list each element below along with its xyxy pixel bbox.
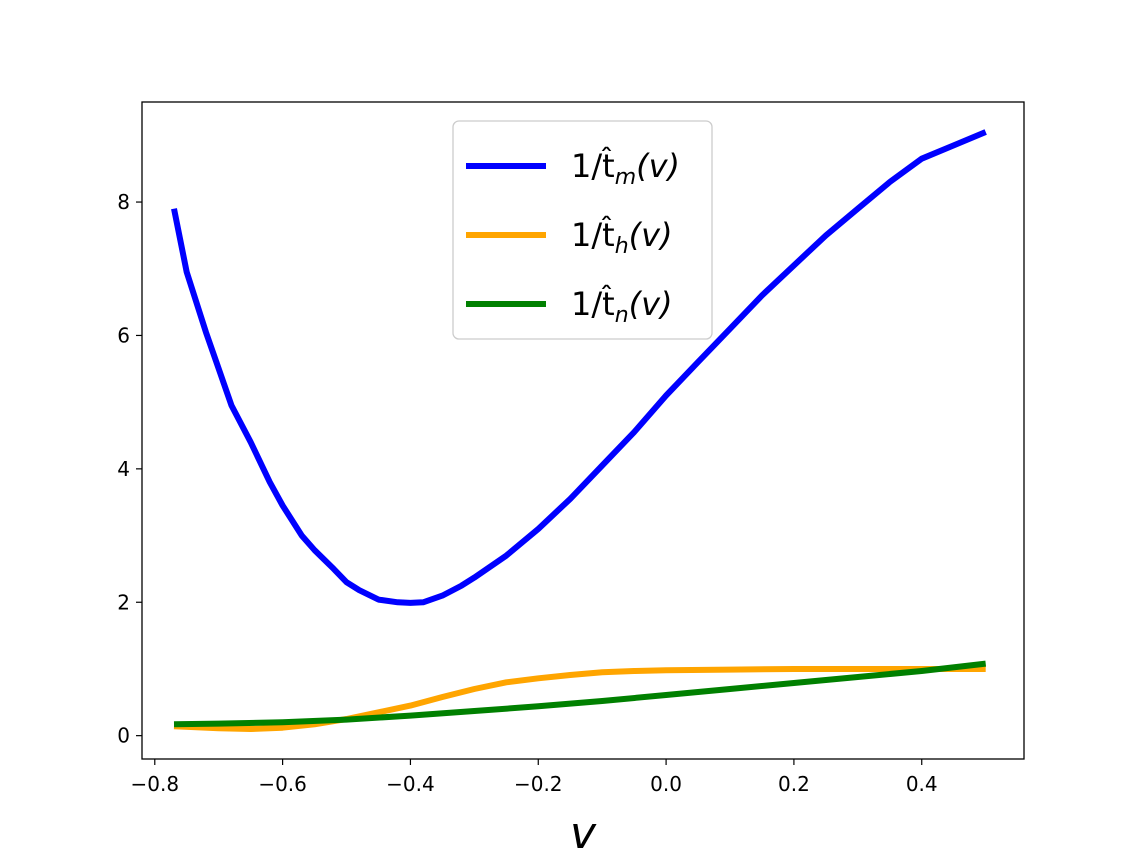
x-axis-ticks: −0.8 −0.6 −0.4 −0.2 0.0 0.2 0.4 bbox=[130, 759, 938, 796]
x-axis-label: v bbox=[570, 808, 597, 852]
series-line-n bbox=[173, 660, 987, 728]
legend-label-base: 1/t̂ bbox=[571, 216, 615, 254]
legend-label-subscript: h bbox=[615, 234, 629, 259]
legend-label-tail: (v) bbox=[636, 147, 680, 185]
legend-label-subscript: m bbox=[615, 165, 636, 190]
y-tick-label: 2 bbox=[117, 590, 130, 614]
series-layer bbox=[171, 129, 987, 732]
x-tick-label: −0.4 bbox=[386, 772, 435, 796]
legend-label-h: 1/t̂h(v) bbox=[571, 216, 673, 259]
x-tick-label: 0.0 bbox=[650, 772, 682, 796]
legend: 1/t̂m(v)1/t̂h(v)1/t̂n(v) bbox=[452, 120, 713, 340]
series-line-m bbox=[171, 129, 987, 606]
legend-label-tail: (v) bbox=[629, 285, 673, 323]
plot-frame bbox=[141, 101, 1025, 760]
y-tick-label: 4 bbox=[117, 457, 130, 481]
x-tick-label: 0.2 bbox=[778, 772, 810, 796]
legend-label-m: 1/t̂m(v) bbox=[571, 147, 680, 190]
x-tick-label: 0.4 bbox=[906, 772, 938, 796]
series-line-h bbox=[173, 666, 986, 732]
legend-label-subscript: n bbox=[615, 303, 629, 328]
x-tick-label: −0.8 bbox=[130, 772, 179, 796]
legend-label-base: 1/t̂ bbox=[571, 285, 615, 323]
y-tick-label: 0 bbox=[117, 724, 130, 748]
legend-box bbox=[452, 120, 713, 340]
legend-label-tail: (v) bbox=[629, 216, 673, 254]
y-tick-label: 6 bbox=[117, 323, 130, 347]
y-tick-label: 8 bbox=[117, 190, 130, 214]
y-axis-ticks: 0 2 4 6 8 bbox=[117, 190, 142, 748]
legend-label-n: 1/t̂n(v) bbox=[571, 285, 673, 328]
legend-label-base: 1/t̂ bbox=[571, 147, 615, 185]
x-tick-label: −0.2 bbox=[514, 772, 563, 796]
x-tick-label: −0.6 bbox=[258, 772, 307, 796]
